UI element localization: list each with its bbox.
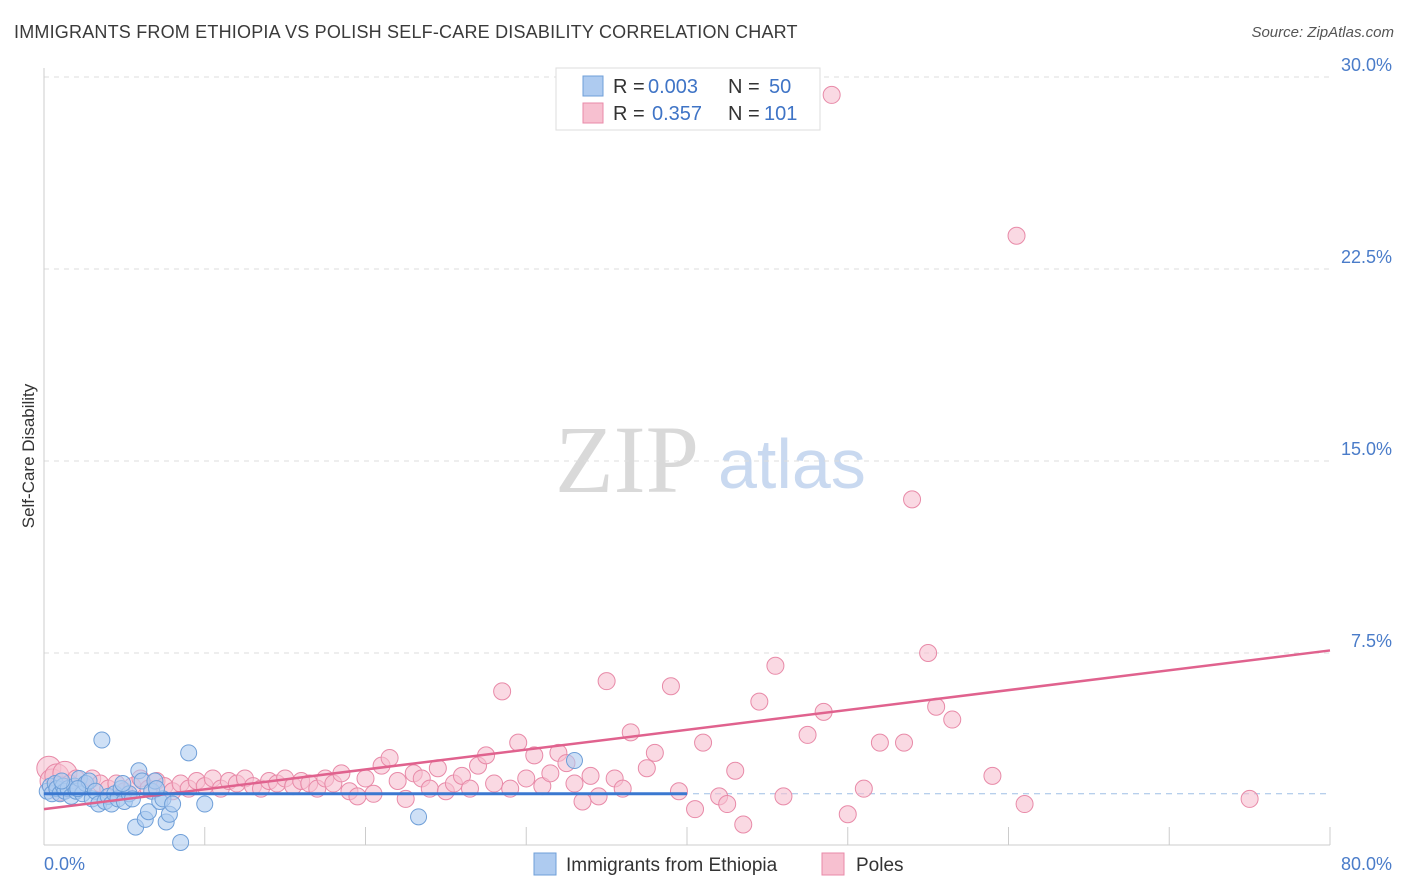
poles-point: [854, 779, 873, 798]
ethiopia-point: [565, 752, 583, 770]
poles-point: [388, 772, 407, 790]
poles-point: [356, 769, 375, 788]
watermark-zip: ZIP: [555, 406, 699, 513]
x-ticks: [43, 827, 1331, 845]
legend-n-label-1: N =: [728, 76, 760, 98]
poles-point: [694, 733, 713, 752]
legend-swatch-poles: [582, 102, 604, 124]
y-axis-title: Self-Care Disability: [19, 383, 38, 528]
poles-point: [509, 733, 528, 752]
poles-point: [895, 733, 914, 752]
poles-point: [581, 766, 600, 785]
y-tick-label: 7.5%: [1351, 631, 1392, 651]
poles-point: [669, 782, 688, 801]
y-tick-labels: 7.5% 15.0% 22.5% 30.0%: [1341, 55, 1392, 651]
poles-point: [919, 644, 938, 662]
poles-point: [1015, 795, 1034, 814]
poles-point: [637, 759, 656, 778]
poles-point: [573, 792, 592, 811]
legend-n-label-2: N =: [728, 103, 760, 125]
source-label: Source: ZipAtlas.com: [1251, 24, 1394, 41]
ethiopia-point: [410, 808, 428, 826]
poles-point: [726, 761, 745, 780]
poles-point: [645, 743, 664, 762]
poles-point: [718, 795, 737, 814]
ethiopia-point: [172, 833, 190, 851]
poles-point: [517, 769, 536, 788]
poles-point: [838, 805, 857, 824]
legend-r-value-1: 0.003: [648, 76, 698, 98]
poles-point: [766, 656, 785, 675]
legend-n-value-1: 50: [769, 76, 791, 98]
ethiopia-point: [164, 795, 182, 813]
series-legend-swatch-poles: [821, 852, 845, 876]
poles-point: [1007, 226, 1026, 245]
poles-point: [1240, 789, 1259, 808]
series-legend: Immigrants from Ethiopia Poles: [533, 852, 904, 876]
poles-trend-line: [43, 649, 1331, 811]
x-tick-label-min: 0.0%: [44, 854, 85, 874]
legend-r-label-2: R =: [613, 103, 645, 125]
poles-point: [903, 490, 922, 509]
ethiopia-point: [93, 731, 111, 749]
poles-point: [750, 692, 769, 711]
x-tick-label-max: 80.0%: [1341, 854, 1392, 874]
poles-point: [493, 682, 512, 701]
series-legend-label-poles: Poles: [856, 855, 904, 876]
trend-lines: [43, 649, 1331, 811]
legend-n-value-2: 101: [764, 103, 797, 125]
poles-point: [541, 764, 560, 783]
legend-r-value-2: 0.357: [652, 103, 702, 125]
ethiopia-point: [180, 744, 198, 762]
poles-point: [983, 766, 1002, 785]
watermark-atlas: atlas: [718, 425, 866, 503]
series-legend-label-ethiopia: Immigrants from Ethiopia: [566, 855, 778, 876]
poles-point: [565, 774, 584, 793]
legend-swatch-ethiopia: [582, 75, 604, 97]
poles-point: [452, 766, 471, 785]
poles-point: [485, 774, 504, 793]
ethiopia-point: [53, 772, 71, 790]
poles-point: [822, 85, 841, 104]
poles-point: [348, 787, 367, 806]
series-legend-swatch-ethiopia: [533, 852, 557, 876]
chart-title: IMMIGRANTS FROM ETHIOPIA VS POLISH SELF-…: [14, 22, 798, 42]
y-tick-label: 22.5%: [1341, 247, 1392, 267]
poles-point: [525, 746, 544, 765]
poles-point: [774, 787, 793, 806]
ethiopia-point: [139, 803, 157, 821]
poles-point: [798, 725, 817, 744]
legend-r-label-1: R =: [613, 76, 645, 98]
poles-point: [597, 672, 616, 691]
poles-point: [589, 787, 608, 806]
poles-point: [686, 800, 705, 819]
poles-point: [870, 733, 889, 752]
ethiopia-point: [196, 795, 214, 813]
poles-point: [734, 815, 753, 834]
poles-point: [380, 748, 399, 767]
y-tick-label: 15.0%: [1341, 439, 1392, 459]
y-tick-label: 30.0%: [1341, 55, 1392, 75]
poles-point: [661, 677, 680, 696]
ethiopia-point: [114, 775, 132, 793]
stats-legend: R = 0.003 N = 50 R = 0.357 N = 101: [555, 67, 821, 131]
poles-point: [943, 710, 962, 729]
